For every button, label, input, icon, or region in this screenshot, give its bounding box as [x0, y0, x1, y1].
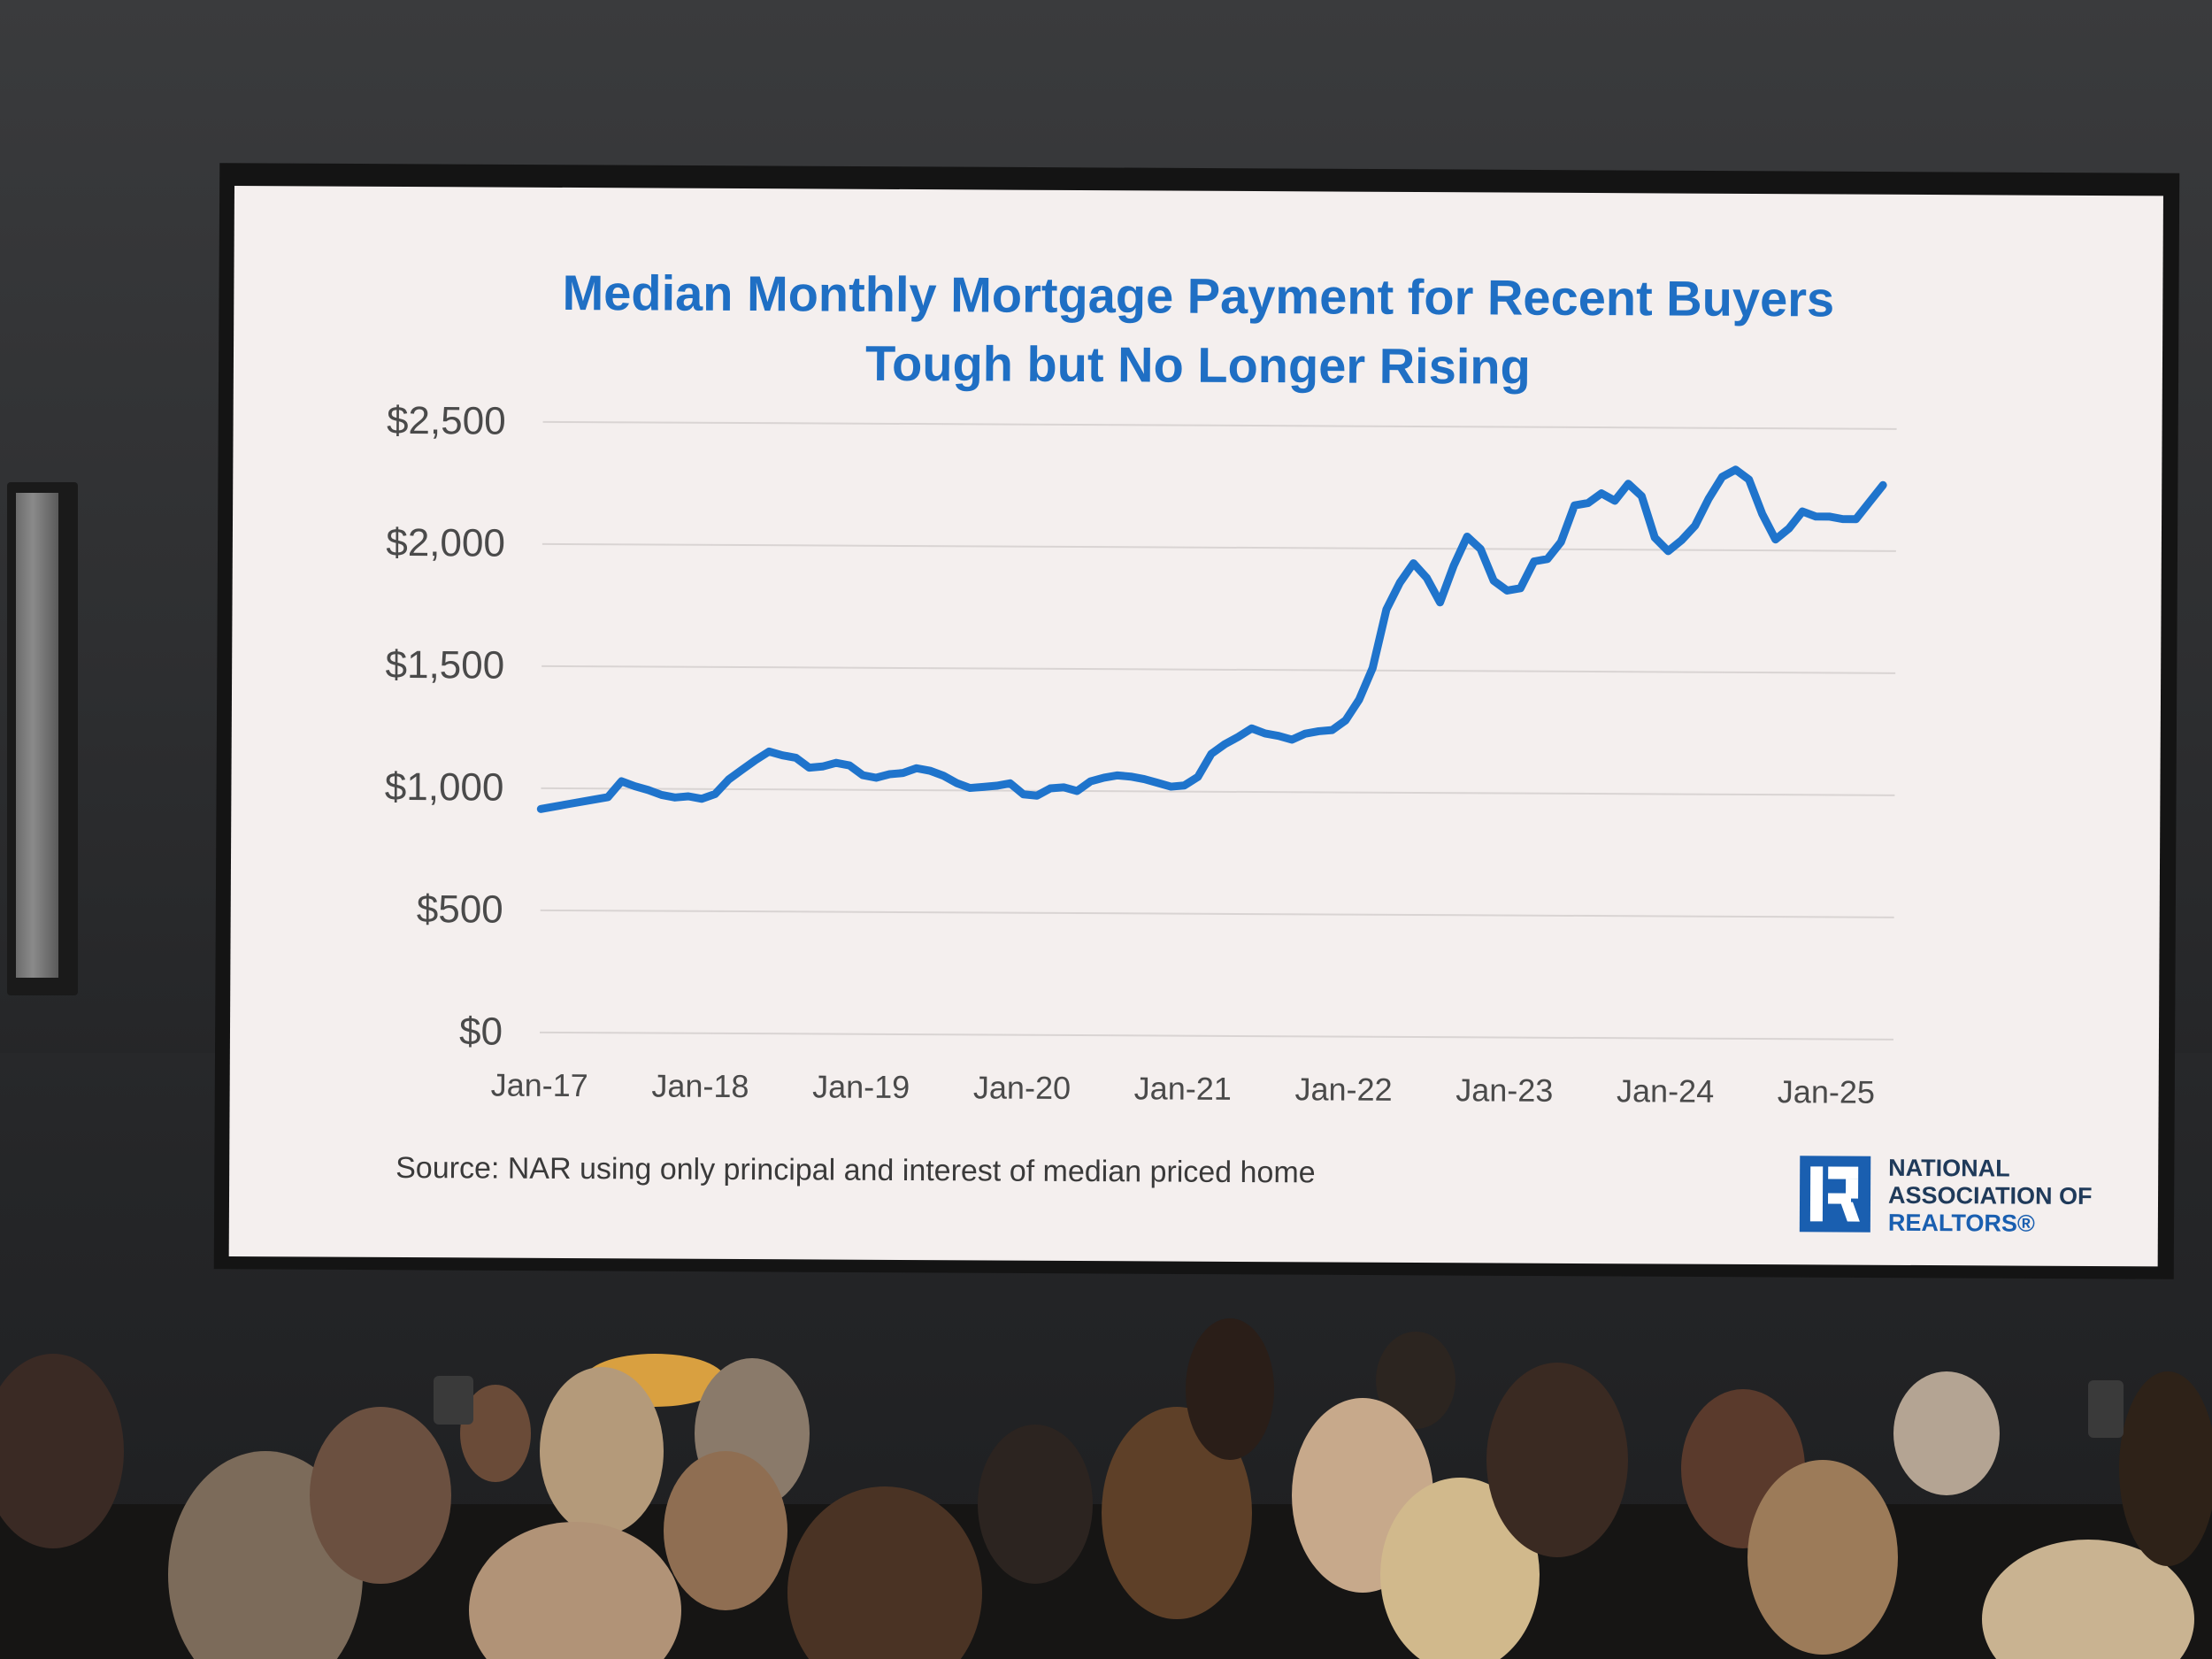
x-tick-label: Jan-24	[1617, 1072, 1714, 1110]
x-tick-label: Jan-21	[1134, 1070, 1232, 1107]
x-tick-label: Jan-18	[651, 1067, 749, 1104]
x-tick-label: Jan-23	[1455, 1071, 1553, 1109]
y-tick-label: $2,500	[387, 399, 506, 443]
y-tick-label: $1,000	[385, 765, 504, 810]
wall-panel	[7, 482, 78, 995]
gridline	[540, 909, 1894, 918]
y-tick-label: $500	[417, 887, 503, 932]
x-tick-label: Jan-22	[1294, 1071, 1392, 1108]
y-tick-label: $1,500	[385, 643, 504, 687]
x-tick-label: Jan-20	[973, 1069, 1071, 1106]
x-tick-label: Jan-17	[491, 1067, 588, 1104]
y-tick-label: $2,000	[386, 521, 505, 565]
slide: Median Monthly Mortgage Payment for Rece…	[228, 186, 2163, 1267]
line-chart: $0 $500 $1,000 $1,500 $2,000 $2,500 Jan-17 Jan-…	[385, 399, 1897, 1110]
gridline	[542, 420, 1897, 430]
x-tick-label: Jan-25	[1778, 1073, 1875, 1110]
gridline	[541, 787, 1895, 796]
gridline	[539, 1031, 1893, 1041]
x-tick-label: Jan-19	[812, 1068, 910, 1105]
series-line	[536, 465, 1887, 813]
y-tick-label: $0	[459, 1010, 503, 1053]
gridline	[541, 664, 1896, 674]
